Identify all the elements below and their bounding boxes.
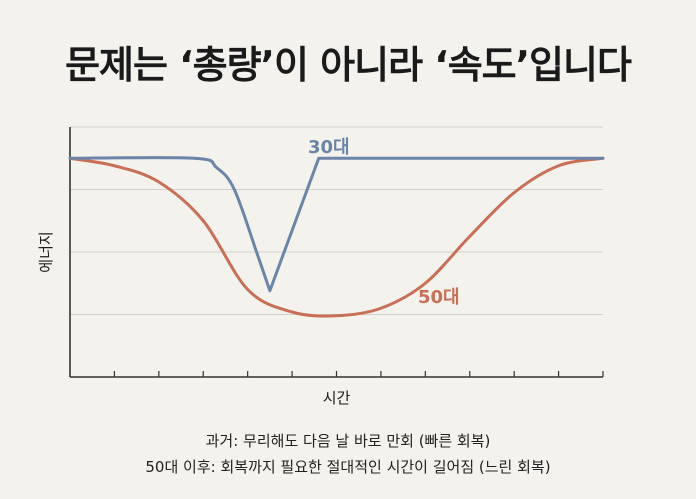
series-label-50s: 50대	[418, 287, 460, 308]
x-axis-label: 시간	[323, 389, 351, 407]
caption-after-50: 50대 이후: 회복까지 필요한 절대적인 시간이 길어짐 (느린 회복)	[0, 456, 696, 477]
series-label-30s: 30대	[308, 137, 350, 158]
series-line-50s	[70, 158, 603, 316]
series-lines	[70, 158, 603, 316]
y-axis-label: 에너지	[37, 231, 55, 272]
x-axis-ticks	[114, 371, 603, 377]
caption-past: 과거: 무리해도 다음 날 바로 만회 (빠른 회복)	[0, 430, 696, 451]
energy-recovery-chart: 30대 50대 시간 에너지	[0, 0, 696, 499]
